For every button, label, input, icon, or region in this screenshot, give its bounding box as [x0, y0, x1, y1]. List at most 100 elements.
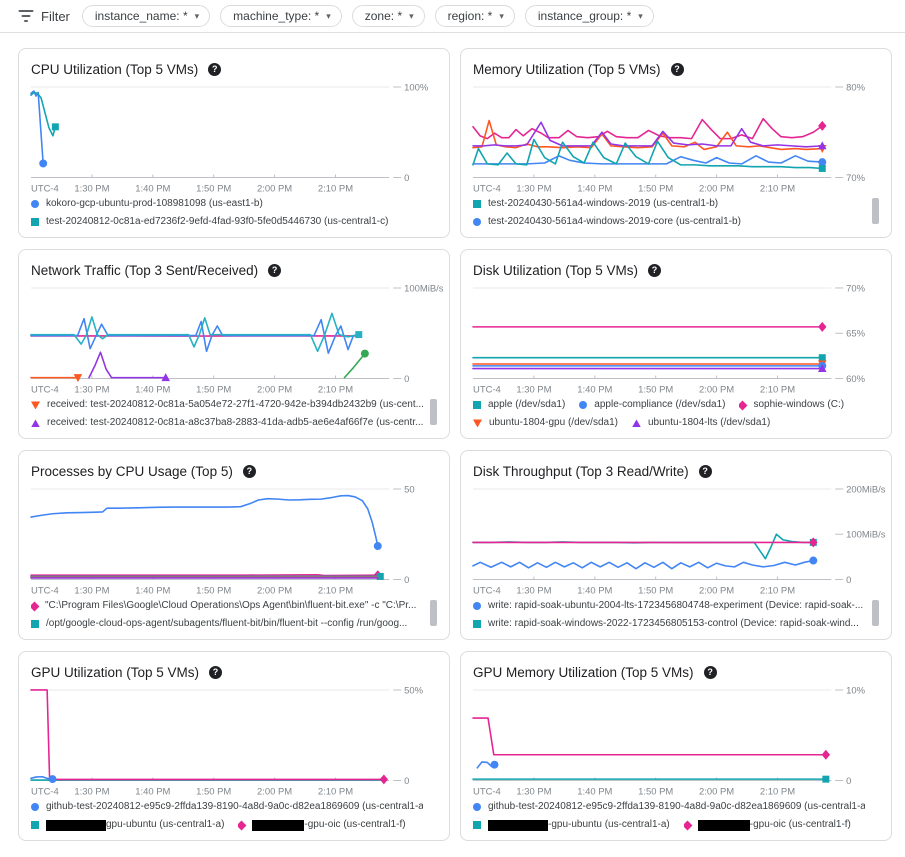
chart-card-gpu-utilization: GPU Utilization (Top 5 VMs) ? 50% 0 UTC-4 1… — [18, 651, 450, 841]
y-tick-label: 200MiB/s — [846, 484, 886, 495]
legend-marker-circle — [473, 218, 481, 227]
legend-item[interactable]: -gpu-oic (us-central1-f) — [238, 818, 406, 832]
filter-chip-region[interactable]: region: * ▾ — [434, 5, 515, 27]
chart-canvas[interactable]: 100% 0 UTC-4 1:30 PM 1:40 PM 1:50 PM 2:00 PM 2:… — [30, 81, 437, 194]
legend-item[interactable]: test-20240812-0c81a-ed7236f2-9efd-4fad-9… — [31, 215, 388, 229]
legend-item[interactable]: ubuntu-1804-lts (/dev/sda1) — [631, 416, 770, 430]
series-line — [472, 138, 824, 170]
legend-marker-circle — [473, 602, 481, 611]
help-icon[interactable]: ? — [698, 464, 712, 478]
chart-card-memory-utilization: Memory Utilization (Top 5 VMs) ? 80% 70% U… — [460, 48, 892, 238]
legend-item[interactable]: kokoro-gcp-ubuntu-prod-108981098 (us-eas… — [31, 197, 263, 211]
chart-card-processes-by-cpu: Processes by CPU Usage (Top 5) ? 50 0 UTC-… — [18, 450, 450, 640]
x-tick-label: 2:00 PM — [257, 585, 292, 596]
chart-canvas[interactable]: 80% 70% UTC-4 1:30 PM 1:40 PM 1:50 PM 2:00 PM 2… — [472, 81, 879, 194]
series-line — [472, 119, 824, 151]
legend-marker-circle — [31, 803, 39, 812]
series-line — [88, 351, 167, 379]
help-icon[interactable]: ? — [209, 665, 223, 679]
y-tick-label: 100MiB/s — [846, 530, 886, 541]
chart-canvas[interactable]: 50% 0 UTC-4 1:30 PM 1:40 PM 1:50 PM 2:00 PM 2:1… — [30, 684, 437, 797]
legend-label: test-20240812-0c81a-ed7236f2-9efd-4fad-9… — [46, 216, 389, 228]
help-icon[interactable]: ? — [268, 263, 282, 277]
help-icon[interactable]: ? — [703, 665, 717, 679]
x-tick-label: UTC-4 — [473, 786, 501, 797]
legend-label: github-test-20240812-e95c9-2ffda139-8190… — [488, 801, 865, 813]
filter-chip-instance_group[interactable]: instance_group: * ▾ — [524, 5, 654, 27]
legend-item[interactable]: apple-compliance (/dev/sda1) — [579, 398, 725, 412]
series-end-marker-triangle-up — [817, 364, 827, 373]
legend-scrollbar[interactable] — [872, 198, 879, 225]
chart-canvas[interactable]: 200MiB/s 100MiB/s 0 UTC-4 1:30 PM 1:40 PM 1:50… — [472, 483, 886, 596]
legend-item[interactable]: -gpu-ubuntu (us-central1-a) — [473, 818, 670, 832]
card-header: Memory Utilization (Top 5 VMs) ? — [473, 59, 879, 79]
filter-chips: instance_name: * ▾ machine_type: * ▾ zone: *… — [81, 5, 654, 27]
legend-item[interactable]: sophie-windows (C:) — [739, 398, 844, 412]
legend-item[interactable]: gpu-ubuntu (us-central1-a) — [31, 818, 224, 832]
series-end-marker-diamond — [809, 537, 818, 548]
help-icon[interactable]: ? — [242, 464, 256, 478]
legend-scrollbar[interactable] — [430, 600, 437, 627]
legend-label: write: rapid-soak-ubuntu-2004-lts-172345… — [488, 600, 864, 612]
legend-item[interactable]: github-test-20240812-e95c9-2ffda139-8190… — [31, 800, 423, 814]
x-tick-label: UTC-4 — [473, 585, 501, 596]
legend-item[interactable]: test-20240430-561a4-windows-2019-core (u… — [473, 215, 741, 229]
x-tick-label: 2:00 PM — [257, 786, 292, 797]
series-end-marker-square — [376, 572, 384, 580]
chart-card-disk-utilization: Disk Utilization (Top 5 VMs) ? 70% 65% 60%… — [460, 249, 892, 439]
filter-chip-instance_name[interactable]: instance_name: * ▾ — [81, 5, 211, 27]
legend-label: received: test-20240812-0c81a-a8c37ba8-2… — [47, 417, 423, 429]
x-tick-label: 2:10 PM — [318, 183, 353, 194]
chart-canvas[interactable]: 10% 0 UTC-4 1:30 PM 1:40 PM 1:50 PM 2:00 PM 2:1… — [472, 684, 879, 797]
legend-marker-triangle-down — [473, 419, 482, 428]
legend-item[interactable]: github-test-20240812-e95c9-2ffda139-8190… — [473, 800, 865, 814]
x-tick-label: 2:10 PM — [760, 384, 795, 395]
chart-canvas[interactable]: 50 0 UTC-4 1:30 PM 1:40 PM 1:50 PM 2:00 PM 2:10… — [30, 483, 437, 596]
legend-item[interactable]: /opt/google-cloud-ops-agent/subagents/fl… — [31, 617, 407, 631]
chart-card-network-traffic: Network Traffic (Top 3 Sent/Received) ? … — [18, 249, 450, 439]
series-end-marker-diamond — [821, 749, 831, 760]
series-line — [30, 90, 44, 165]
series-line — [30, 689, 385, 781]
filter-chip-zone[interactable]: zone: * ▾ — [351, 5, 425, 27]
legend-item[interactable]: apple (/dev/sda1) — [473, 398, 565, 412]
legend-item[interactable]: received: test-20240812-0c81a-a8c37ba8-2… — [31, 416, 423, 430]
x-tick-label: 1:30 PM — [74, 585, 109, 596]
legend-scrollbar[interactable] — [430, 399, 437, 426]
chart-card-disk-throughput: Disk Throughput (Top 3 Read/Write) ? 200… — [460, 450, 892, 640]
filter-button[interactable]: Filter — [18, 9, 70, 24]
chevron-down-icon: ▾ — [326, 10, 331, 21]
legend-item[interactable]: write: rapid-soak-ubuntu-2004-lts-172345… — [473, 599, 863, 613]
legend-item[interactable]: write: rapid-soak-windows-2022-172345680… — [473, 617, 859, 631]
chart-canvas[interactable]: 70% 65% 60% UTC-4 1:30 PM 1:40 PM 1:50 PM 2:00 … — [472, 282, 879, 395]
legend-item[interactable]: "C:\Program Files\Google\Cloud Operation… — [31, 599, 416, 613]
series-line — [30, 574, 379, 577]
legend-item[interactable]: ubuntu-1804-gpu (/dev/sda1) — [473, 416, 618, 430]
filter-chip-machine_type[interactable]: machine_type: * ▾ — [220, 5, 342, 27]
legend-marker-circle — [579, 401, 588, 410]
series-end-marker-circle — [360, 349, 369, 358]
series-end-marker-square — [51, 123, 59, 131]
x-tick-label: 1:40 PM — [577, 384, 612, 395]
y-tick-label: 80% — [846, 82, 865, 93]
chart-canvas[interactable]: 100MiB/s 0 UTC-4 1:30 PM 1:40 PM 1:50 PM 2:00 … — [30, 282, 444, 395]
chart-legend: test-20240430-561a4-windows-2019 (us-cen… — [473, 197, 879, 229]
x-tick-label: 1:40 PM — [135, 384, 170, 395]
series-end-marker-triangle-up — [817, 141, 827, 150]
help-icon[interactable]: ? — [648, 263, 662, 277]
help-icon[interactable]: ? — [670, 62, 684, 76]
legend-item[interactable]: received: test-20240812-0c81a-5a054e72-2… — [31, 398, 423, 412]
x-tick-label: 2:10 PM — [760, 183, 795, 194]
legend-item[interactable]: test-20240430-561a4-windows-2019 (us-cen… — [473, 197, 718, 211]
help-icon[interactable]: ? — [208, 62, 222, 76]
legend-label: "C:\Program Files\Google\Cloud Operation… — [45, 600, 417, 612]
x-tick-label: 1:30 PM — [74, 183, 109, 194]
legend-marker-diamond — [31, 601, 40, 612]
x-tick-label: 1:50 PM — [638, 384, 673, 395]
filter-chip-label: zone: * — [364, 9, 403, 23]
x-tick-label: 1:50 PM — [638, 786, 673, 797]
legend-scrollbar[interactable] — [872, 600, 879, 627]
series-end-marker-square — [818, 354, 826, 362]
legend-item[interactable]: -gpu-oic (us-central1-f) — [683, 818, 851, 832]
legend-marker-diamond — [683, 820, 693, 831]
